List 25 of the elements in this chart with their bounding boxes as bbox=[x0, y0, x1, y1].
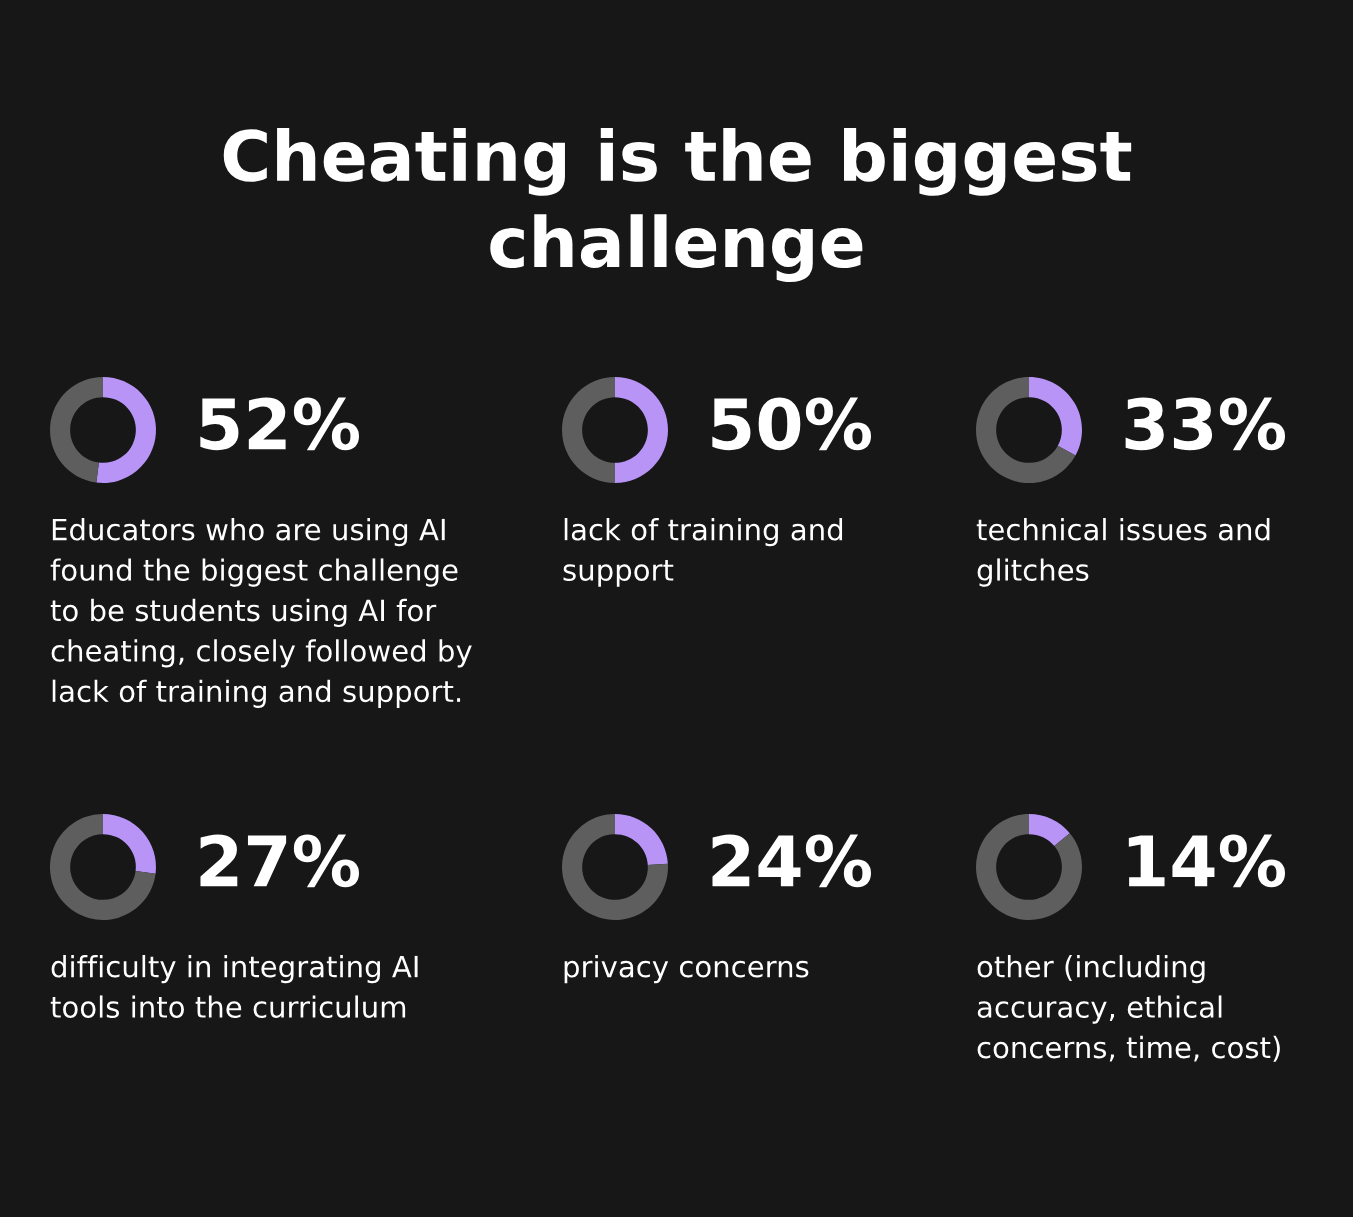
donut-slice bbox=[615, 814, 668, 865]
text: technical issues and glitches bbox=[976, 518, 1270, 587]
donut-slice bbox=[562, 814, 668, 920]
data-label: 27% bbox=[200, 834, 360, 888]
donut-slice bbox=[615, 377, 668, 483]
data-label: 14% bbox=[1128, 834, 1286, 888]
text: difficulty in integrating AI tools into the curriculum bbox=[50, 955, 418, 1018]
data-label: 52% bbox=[200, 397, 360, 451]
data-label: 50% bbox=[712, 397, 872, 451]
donut-slice bbox=[976, 377, 1076, 483]
donut-slice bbox=[562, 377, 615, 483]
donut-slice bbox=[976, 814, 1082, 920]
text: lack of training and support bbox=[563, 518, 843, 587]
data-label: 33% bbox=[1125, 397, 1286, 451]
donut-slice bbox=[50, 814, 156, 920]
donut-slice bbox=[50, 377, 103, 483]
donut-slice bbox=[103, 814, 156, 874]
text: other (including accuracy, ethical concerns, time, cost) bbox=[977, 955, 1280, 1062]
text: Educators who are using AI found the biggest challenge to be students using AI for cheating, closely followed by lack of training and support. bbox=[50, 518, 472, 708]
data-label: 24% bbox=[712, 834, 872, 888]
text: Cheating is the biggest challenge bbox=[223, 128, 1132, 282]
donut-slice bbox=[1029, 814, 1070, 847]
text: privacy concerns bbox=[564, 955, 809, 984]
donut-slice bbox=[96, 377, 156, 483]
donut-slice bbox=[1029, 377, 1082, 456]
